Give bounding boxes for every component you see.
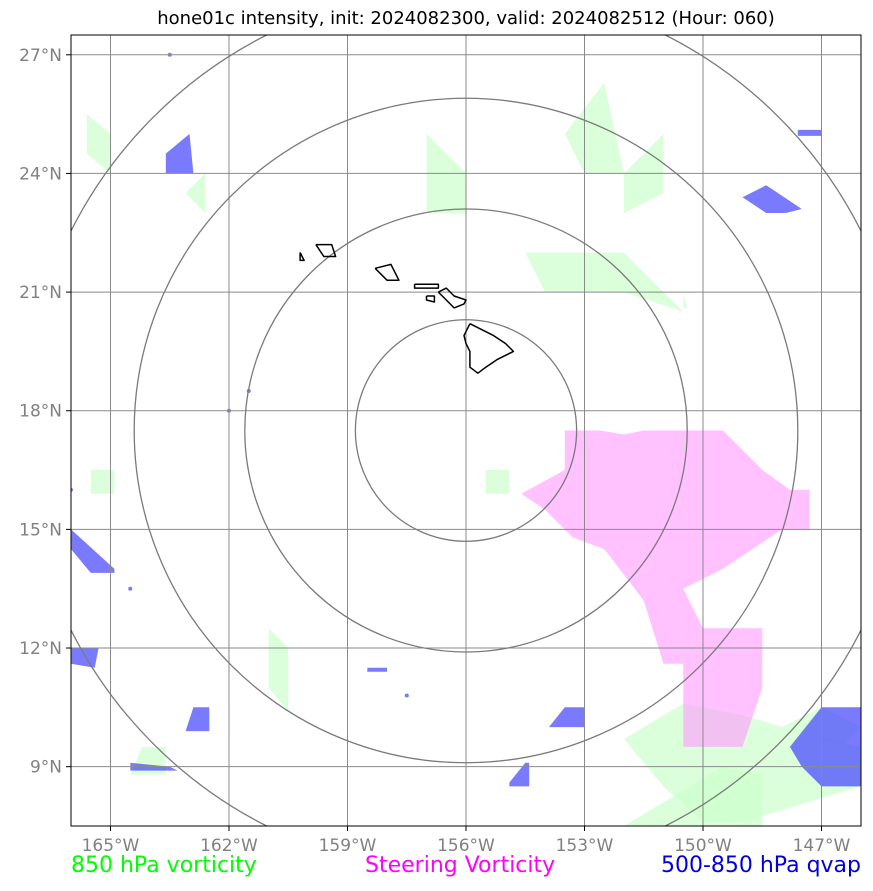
vorticity-850-patch [90,470,115,494]
range-ring [133,97,799,764]
tick-label-lon: 150°W [674,836,732,856]
island-outline [413,283,440,289]
tick-label-lon: 156°W [437,836,495,856]
steering-vorticity-patch [521,430,810,747]
qvap-speck [128,586,133,591]
tick-label-lon: 153°W [556,836,614,856]
vorticity-850-patch [268,628,289,712]
qvap-patch [367,667,387,672]
island-outline [299,252,305,262]
qvap-patch [71,648,99,668]
tick-label-lon: 159°W [319,836,377,856]
qvap-patch [185,707,210,732]
vorticity-850-patch [624,766,763,826]
tick-label-lat: 15°N [19,520,62,540]
range-ring [354,319,578,542]
range-rings [71,35,861,826]
qvap-speck [404,693,409,698]
tick-label-lat: 21°N [19,283,62,303]
island-outline [463,323,515,374]
island-outline [315,243,337,258]
vorticity-850-patch [683,292,688,308]
tick-label-lat: 24°N [19,164,62,184]
tick-label-lat: 12°N [19,639,62,659]
qvap-patch [548,707,585,728]
qvap-patch [165,133,194,174]
qvap-patch [509,762,530,787]
legend-850-vorticity: 850 hPa vorticity [71,853,257,878]
qvap-patch [797,129,822,136]
map-title: hone01c intensity, init: 2024082300, val… [157,8,775,29]
tick-label-lon: 147°W [793,836,851,856]
vorticity-850-patch [564,82,624,174]
tick-label-lat: 27°N [19,46,62,66]
island-outline [425,295,436,303]
vorticity-850-patch [485,470,510,494]
island-outline [437,287,467,309]
legend-qvap: 500-850 hPa qvap [660,853,861,878]
tick-label-lon: 165°W [82,836,140,856]
vorticity-850-patch [86,114,111,174]
tick-label-lat: 18°N [19,402,62,422]
qvap-patch [71,529,115,573]
range-ring [244,208,688,653]
coastlines [299,243,515,374]
legend-steering-vorticity: Steering Vorticity [365,853,556,878]
tick-label-lat: 9°N [30,758,62,778]
qvap-patch [742,185,802,213]
vorticity-850-patch [185,173,206,213]
field-layer [71,52,861,826]
tick-label-lon: 162°W [200,836,258,856]
axis-ticks: 165°W 162°W 159°W 156°W 153°W 150°W 147°W 27°N 2… [19,46,850,856]
island-outline [374,263,400,281]
vorticity-850-patch [525,252,684,312]
